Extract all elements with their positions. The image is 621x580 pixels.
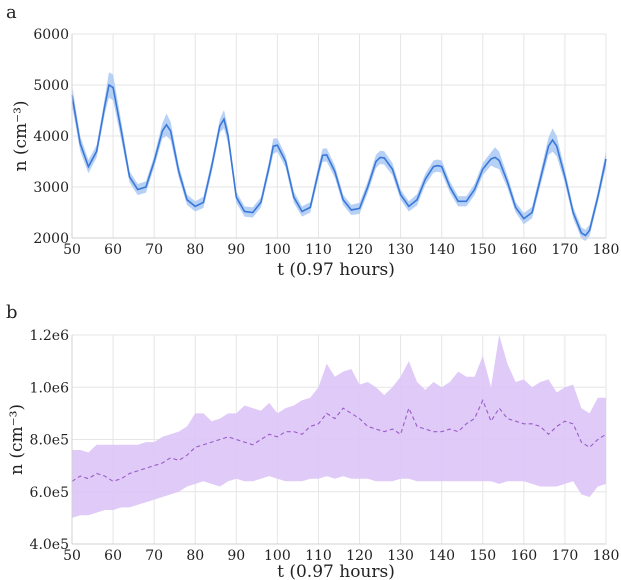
x-tick-label: 110 (305, 548, 332, 564)
panel-label-b: b (6, 302, 18, 323)
series-line-a (71, 83, 607, 237)
x-tick-label: 80 (186, 548, 204, 564)
confidence-band-a (72, 72, 606, 242)
x-tick-label: 180 (593, 548, 620, 564)
y-tick-label: 3000 (33, 180, 69, 196)
y-tick-label: 2000 (33, 231, 69, 247)
series-line-b (71, 398, 607, 482)
x-tick-label: 150 (469, 548, 496, 564)
x-axis-label: t (0.97 hours) (277, 260, 395, 280)
x-tick-label: 130 (387, 548, 414, 564)
x-tick-label: 140 (428, 242, 455, 258)
y-axis-label: n (cm⁻³) (11, 100, 31, 171)
y-tick-label: 6.0e5 (30, 485, 69, 501)
x-tick-label: 90 (227, 242, 245, 258)
y-tick-label: 5000 (33, 78, 69, 94)
x-tick-label: 80 (186, 242, 204, 258)
panel-label-a: a (6, 2, 17, 23)
y-tick-label: 4000 (33, 129, 69, 145)
x-tick-label: 150 (469, 242, 496, 258)
x-tick-label: 60 (104, 548, 122, 564)
x-tick-label: 110 (305, 242, 332, 258)
x-tick-label: 100 (264, 242, 291, 258)
x-tick-label: 140 (428, 548, 455, 564)
x-tick-label: 70 (145, 242, 163, 258)
x-tick-label: 180 (593, 242, 620, 258)
x-tick-label: 170 (552, 548, 579, 564)
x-tick-label: 60 (104, 242, 122, 258)
y-tick-label: 4.0e5 (30, 537, 69, 553)
x-tick-label: 50 (63, 548, 81, 564)
y-tick-label: 6000 (33, 27, 69, 43)
x-tick-label: 120 (346, 242, 373, 258)
y-tick-label: 1.0e6 (30, 380, 70, 396)
x-tick-label: 70 (145, 548, 163, 564)
x-tick-label: 160 (510, 242, 537, 258)
y-tick-label: 1.2e6 (30, 328, 70, 344)
x-tick-label: 50 (63, 242, 81, 258)
x-axis-label: t (0.97 hours) (277, 562, 395, 580)
y-axis-label: n (cm⁻³) (7, 404, 27, 475)
confidence-band-b (72, 335, 606, 518)
x-tick-label: 160 (510, 548, 537, 564)
x-tick-label: 120 (346, 548, 373, 564)
x-tick-label: 170 (552, 242, 579, 258)
x-tick-label: 100 (264, 548, 291, 564)
x-tick-label: 90 (227, 548, 245, 564)
y-tick-label: 8.0e5 (30, 433, 69, 449)
x-tick-label: 130 (387, 242, 414, 258)
